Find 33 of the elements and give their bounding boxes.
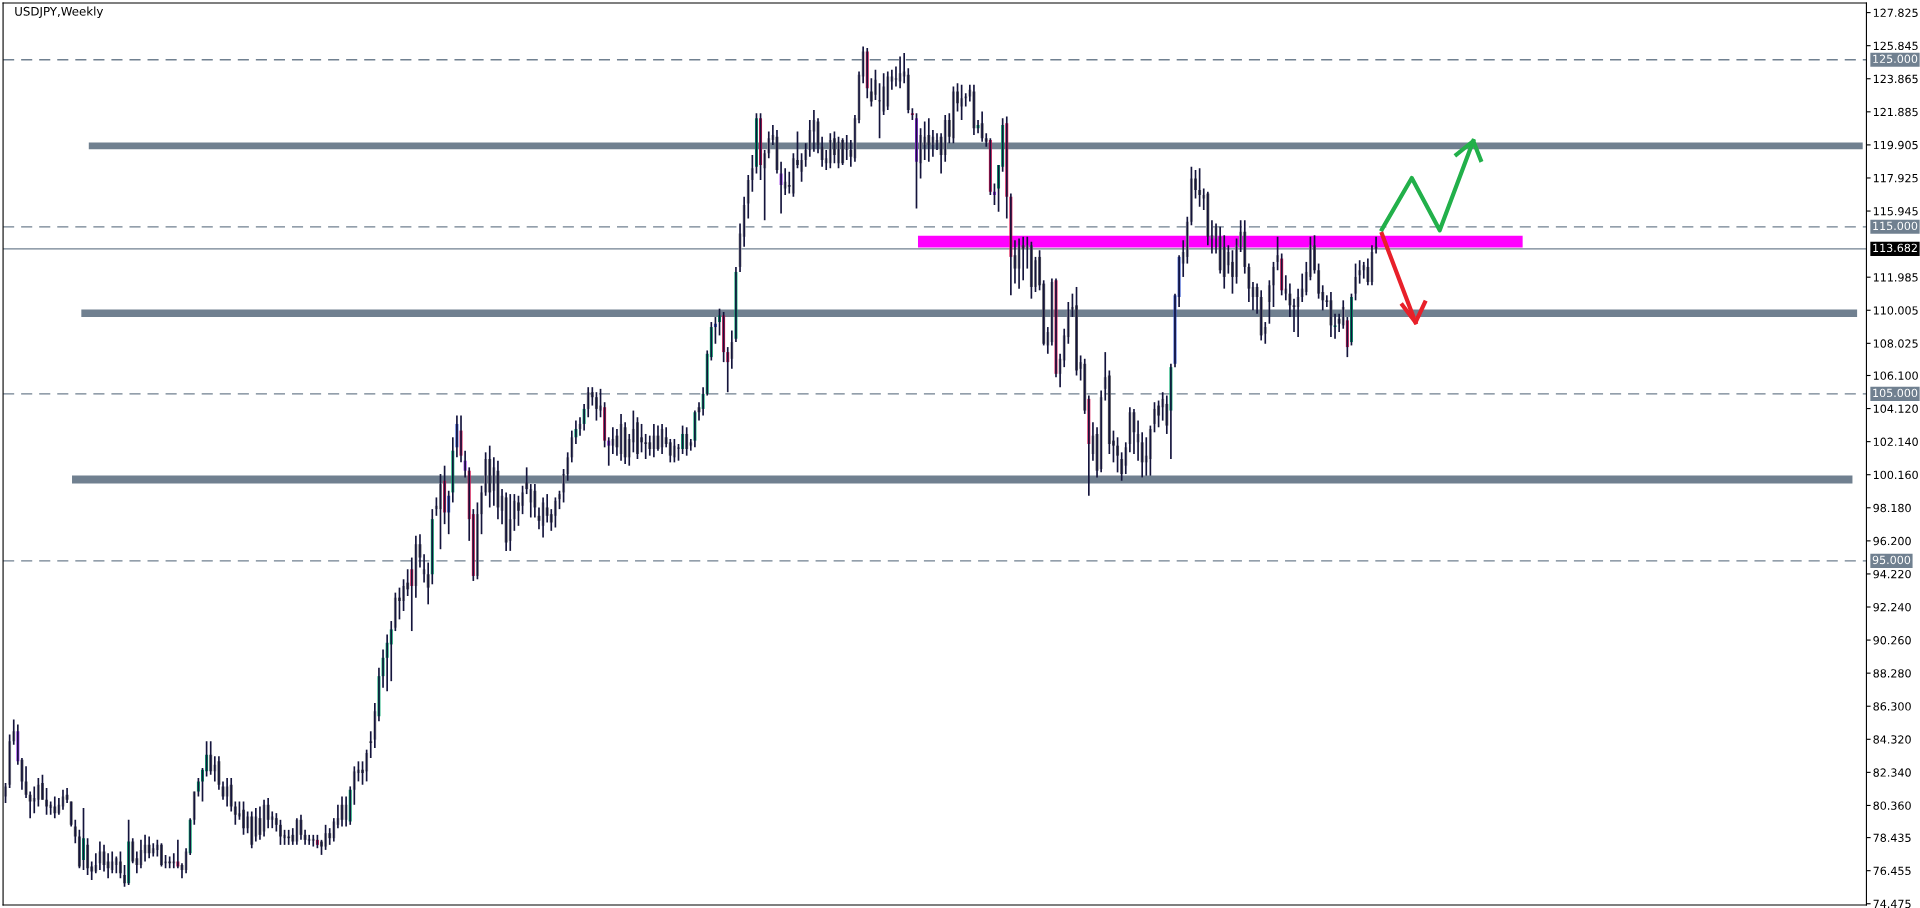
y-tick-label: 100.160 xyxy=(1873,470,1918,480)
y-tick-label: 98.180 xyxy=(1873,503,1911,513)
chart-title: USDJPY,Weekly xyxy=(15,6,104,19)
ref-line-label: 105.000 xyxy=(1873,388,1918,398)
y-tick-label: 84.320 xyxy=(1873,735,1911,744)
y-tick-label: 110.005 xyxy=(1873,306,1918,315)
y-tick-label: 111.985 xyxy=(1873,273,1918,282)
ref-line-label: 115.000 xyxy=(1873,221,1918,231)
y-tick-label: 82.340 xyxy=(1873,768,1911,777)
y-tick-label: 92.240 xyxy=(1873,602,1911,612)
y-tick-label: 96.200 xyxy=(1873,536,1911,546)
y-tick-label: 94.220 xyxy=(1873,569,1911,579)
y-tick-label: 88.280 xyxy=(1873,669,1911,678)
y-tick-label: 106.100 xyxy=(1873,371,1918,380)
y-tick-label: 127.825 xyxy=(1873,8,1918,17)
y-tick-label: 117.925 xyxy=(1873,173,1918,183)
y-tick-label: 104.120 xyxy=(1873,404,1918,413)
y-tick-label: 123.865 xyxy=(1873,74,1918,84)
y-tick-label: 86.300 xyxy=(1873,702,1911,711)
y-tick-label: 108.025 xyxy=(1873,339,1918,348)
y-tick-label: 125.845 xyxy=(1873,41,1918,51)
y-tick-label: 121.885 xyxy=(1873,107,1918,117)
y-tick-label: 90.260 xyxy=(1873,636,1911,645)
y-tick-label: 80.360 xyxy=(1873,801,1911,810)
ref-line-label: 125.000 xyxy=(1873,54,1918,64)
y-tick-label: 74.475 xyxy=(1873,899,1911,908)
ref-line-label: 113.682 xyxy=(1873,243,1917,253)
ref-line-label: 95.000 xyxy=(1872,555,1911,565)
y-tick-label: 119.905 xyxy=(1873,140,1918,150)
y-tick-label: 76.455 xyxy=(1873,866,1911,876)
y-tick-label: 115.945 xyxy=(1873,207,1918,216)
y-tick-label: 102.140 xyxy=(1873,437,1918,447)
y-tick-label: 78.435 xyxy=(1873,833,1911,842)
